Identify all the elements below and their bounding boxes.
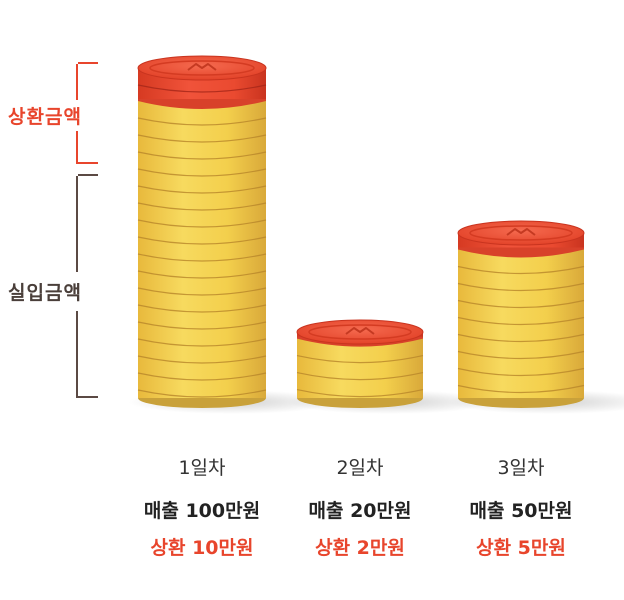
- caption-sales: 매출 50만원: [469, 500, 573, 522]
- coin-edge-line: [457, 333, 585, 343]
- coin-edge-line: [457, 384, 585, 394]
- coin-edge-line: [137, 253, 267, 262]
- caption-repay: 상환 2만원: [315, 537, 405, 559]
- coin-edge-line: [137, 134, 267, 143]
- caption-day2: 2일차 매출 20만원 상환 2만원: [285, 453, 435, 560]
- bar-actual: [297, 338, 423, 398]
- coin-edge-line: [457, 265, 585, 275]
- coin-emblem-icon: [345, 327, 375, 335]
- coin-edge-line: [137, 236, 267, 245]
- coin-top-rim: [308, 324, 412, 340]
- coin-edge-line: [137, 304, 267, 313]
- coin-top-rim: [469, 225, 573, 241]
- caption-day-label: 3일차: [497, 457, 545, 479]
- coin-edge-line: [457, 282, 585, 292]
- caption-day3: 3일차 매출 50만원 상환 5만원: [446, 453, 596, 560]
- coin-edge-line: [296, 355, 424, 364]
- caption-repay: 상환 5만원: [476, 537, 566, 559]
- coin-edge-line: [137, 117, 267, 126]
- stack-boundary: [458, 247, 584, 258]
- coin-edge-line: [296, 372, 424, 381]
- caption-day1: 1일차 매출 100만원 상환 10만원: [127, 453, 277, 560]
- coin-edge-line: [137, 321, 267, 330]
- coin-edge-line: [137, 389, 267, 398]
- coin-edge-line: [137, 355, 267, 364]
- coin-top-rim: [149, 60, 255, 76]
- coin-edge-line: [457, 350, 585, 360]
- coin-edge-line: [137, 84, 267, 93]
- coin-edge-line: [137, 270, 267, 279]
- coin-edge-line: [137, 185, 267, 194]
- coin-edge-line: [137, 372, 267, 381]
- caption-sales: 매출 20만원: [308, 500, 412, 522]
- coin-stack-2: [287, 319, 493, 414]
- actual-label: 실입금액: [8, 272, 82, 311]
- coin-edge-line: [137, 202, 267, 211]
- stack-boundary: [138, 99, 266, 109]
- caption-sales: 매출 100만원: [143, 500, 261, 522]
- coin-edge-line: [137, 219, 267, 228]
- bar-actual: [458, 249, 584, 398]
- bar-actual: [138, 101, 266, 398]
- coin-edge-line: [137, 151, 267, 160]
- coin-emblem-icon: [187, 63, 217, 71]
- coin-edge-line: [457, 316, 585, 326]
- coin-emblem-icon: [506, 228, 536, 236]
- coin-edge-line: [296, 389, 424, 398]
- caption-day-label: 2일차: [336, 457, 384, 479]
- coin-stack-1: [128, 55, 336, 414]
- coin-edge-line: [137, 287, 267, 296]
- coin-edge-line: [137, 168, 267, 177]
- caption-repay: 상환 10만원: [150, 537, 254, 559]
- coin-stack-3: [448, 220, 624, 414]
- repay-label: 상환금액: [8, 100, 82, 131]
- coin-edge-line: [457, 367, 585, 377]
- coin-edge-line: [137, 338, 267, 347]
- coin-edge-line: [457, 299, 585, 309]
- caption-day-label: 1일차: [178, 457, 226, 479]
